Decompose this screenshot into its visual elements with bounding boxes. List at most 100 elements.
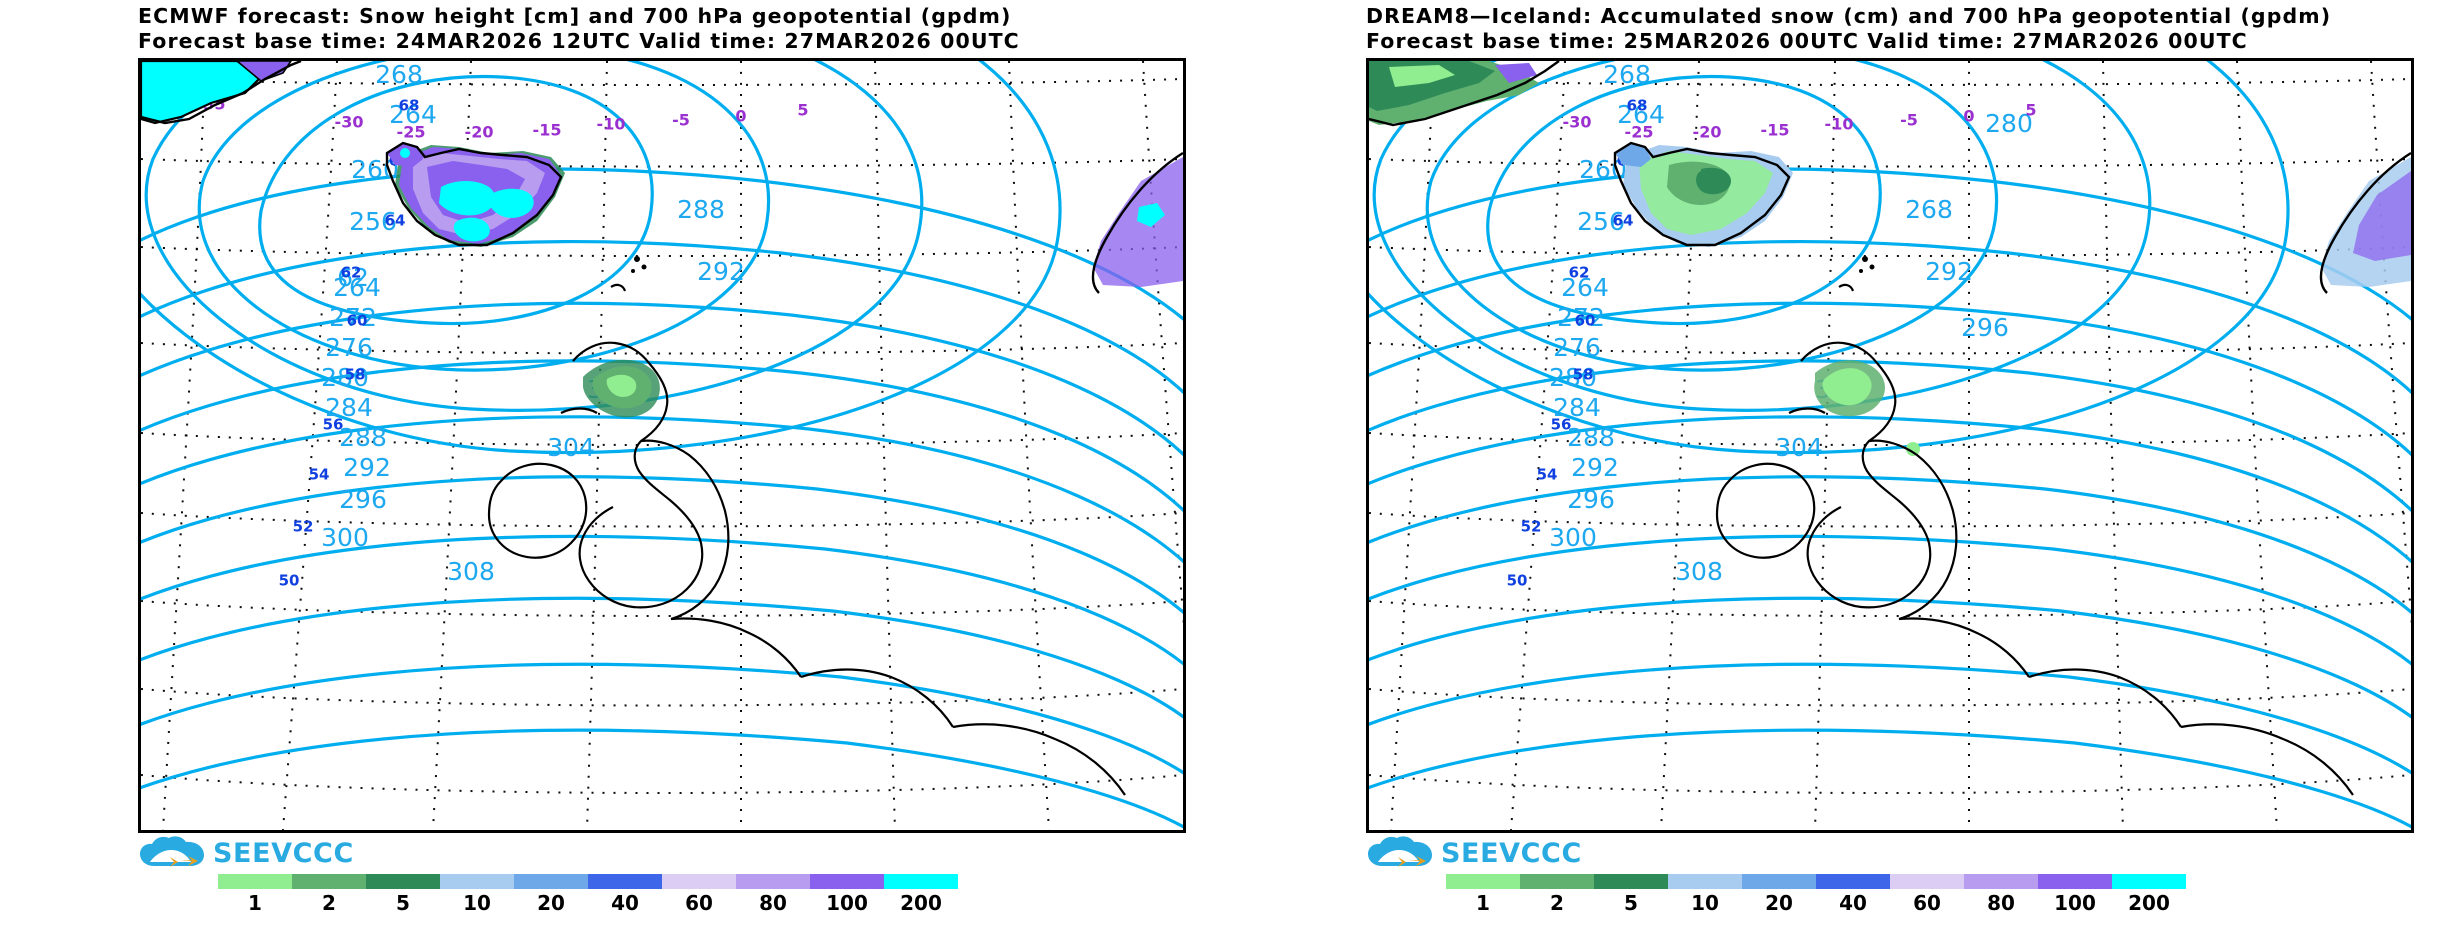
seevccc-logo-text: SEEVCCC	[213, 837, 354, 869]
svg-text:58: 58	[1573, 366, 1594, 384]
colorbar-bin-1	[218, 874, 292, 889]
svg-text:280: 280	[321, 363, 369, 392]
map-graphic-left: 268 264 260 256 62 264 272 276 280 284 2…	[141, 61, 1183, 830]
colorbar-right: 1 2 5 10 20 40 60 80 100 200	[1446, 874, 2186, 917]
colorbar-tick-label: 20	[537, 891, 565, 915]
svg-text:54: 54	[1537, 466, 1558, 484]
colorbar-tick-label: 100	[826, 891, 868, 915]
svg-text:62: 62	[337, 263, 369, 292]
svg-text:264: 264	[1617, 100, 1665, 129]
svg-text:280: 280	[1549, 363, 1597, 392]
svg-text:292: 292	[343, 453, 391, 482]
svg-text:-10: -10	[1825, 115, 1854, 134]
svg-text:0: 0	[1963, 107, 1974, 126]
panel-title-line1-left: ECMWF forecast: Snow height [cm] and 700…	[138, 4, 1012, 28]
svg-text:56: 56	[1551, 416, 1572, 434]
colorbar-bin-2	[1520, 874, 1594, 889]
svg-text:284: 284	[325, 393, 373, 422]
panel-dream8: DREAM8—Iceland: Accumulated snow (cm) an…	[1228, 0, 2456, 925]
seevccc-logo-right: SEEVCCC	[1368, 836, 1582, 870]
colorbar-swatches-right	[1446, 874, 2186, 889]
svg-text:264: 264	[389, 100, 437, 129]
svg-text:60: 60	[347, 312, 368, 330]
colorbar-bin-100	[810, 874, 884, 889]
svg-text:-30: -30	[1563, 113, 1592, 132]
svg-text:308: 308	[1675, 557, 1723, 586]
colorbar-bin-10	[440, 874, 514, 889]
svg-text:-25: -25	[1625, 123, 1654, 142]
svg-text:-15: -15	[533, 121, 562, 140]
colorbar-tick-label: 10	[1691, 891, 1719, 915]
svg-text:52: 52	[1521, 518, 1542, 536]
svg-text:308: 308	[447, 557, 495, 586]
svg-text:256: 256	[349, 207, 397, 236]
svg-text:-25: -25	[397, 123, 426, 142]
svg-text:264: 264	[1561, 273, 1609, 302]
svg-text:-10: -10	[597, 115, 626, 134]
svg-text:260: 260	[1579, 155, 1627, 184]
svg-text:-30: -30	[335, 113, 364, 132]
panel-title-line2-left: Forecast base time: 24MAR2026 12UTC Vali…	[138, 29, 1020, 53]
svg-text:-20: -20	[465, 123, 494, 142]
cloud-arrow-icon	[1368, 836, 1432, 867]
colorbar-bin-10	[1668, 874, 1742, 889]
colorbar-bin-40	[1816, 874, 1890, 889]
map-canvas-right[interactable]: 268 264 260 256 264 272 276 280 284 288 …	[1366, 58, 2414, 833]
colorbar-tick-label: 60	[1913, 891, 1941, 915]
svg-text:256: 256	[1577, 207, 1625, 236]
map-canvas-left[interactable]: 268 264 260 256 62 264 272 276 280 284 2…	[138, 58, 1186, 833]
colorbar-tick-label: 2	[1550, 891, 1564, 915]
colorbar-tick-label: 20	[1765, 891, 1793, 915]
svg-text:272: 272	[329, 303, 377, 332]
cloud-icon	[1368, 836, 1432, 870]
colorbar-tick-label: 200	[900, 891, 942, 915]
colorbar-bin-2	[292, 874, 366, 889]
svg-text:276: 276	[325, 333, 373, 362]
colorbar-bin-60	[662, 874, 736, 889]
svg-text:5: 5	[797, 101, 808, 120]
svg-text:-5: -5	[1900, 111, 1918, 130]
colorbar-bin-5	[366, 874, 440, 889]
svg-text:300: 300	[1549, 523, 1597, 552]
svg-text:300: 300	[321, 523, 369, 552]
colorbar-bin-5	[1594, 874, 1668, 889]
colorbar-bin-80	[1964, 874, 2038, 889]
colorbar-bin-1	[1446, 874, 1520, 889]
seevccc-logo-left: SEEVCCC	[140, 836, 354, 870]
svg-text:-5: -5	[672, 111, 690, 130]
colorbar-tick-label: 5	[396, 891, 410, 915]
svg-text:296: 296	[1567, 485, 1615, 514]
svg-text:264: 264	[333, 273, 381, 302]
svg-text:296: 296	[1961, 313, 2009, 342]
svg-text:50: 50	[279, 572, 300, 590]
cloud-icon	[140, 836, 204, 870]
svg-text:268: 268	[1905, 195, 1953, 224]
svg-text:276: 276	[1553, 333, 1601, 362]
colorbar-tick-label: 40	[1839, 891, 1867, 915]
svg-text:296: 296	[339, 485, 387, 514]
colorbar-tick-label: 100	[2054, 891, 2096, 915]
colorbar-tick-label: 200	[2128, 891, 2170, 915]
svg-text:268: 268	[375, 61, 423, 89]
svg-text:304: 304	[1775, 433, 1823, 462]
colorbar-tick-label: 1	[248, 891, 262, 915]
svg-text:292: 292	[1925, 257, 1973, 286]
colorbar-bin-200	[884, 874, 958, 889]
colorbar-tick-label: 5	[1624, 891, 1638, 915]
cloud-arrow-icon	[140, 836, 204, 867]
colorbar-tick-label: 10	[463, 891, 491, 915]
svg-text:260: 260	[351, 155, 399, 184]
svg-text:292: 292	[1571, 453, 1619, 482]
svg-text:0: 0	[735, 107, 746, 126]
panel-title-block-left: ECMWF forecast: Snow height [cm] and 700…	[138, 4, 1218, 54]
svg-text:62: 62	[1569, 264, 1590, 282]
svg-text:64: 64	[385, 212, 406, 230]
svg-text:56: 56	[323, 416, 344, 434]
colorbar-bin-100	[2038, 874, 2112, 889]
panel-ecmwf: ECMWF forecast: Snow height [cm] and 700…	[138, 4, 1218, 915]
seevccc-logo-text: SEEVCCC	[1441, 837, 1582, 869]
svg-text:58: 58	[345, 366, 366, 384]
svg-text:284: 284	[1553, 393, 1601, 422]
colorbar-bin-200	[2112, 874, 2186, 889]
panel-title-line2-right: Forecast base time: 25MAR2026 00UTC Vali…	[1366, 29, 2248, 53]
